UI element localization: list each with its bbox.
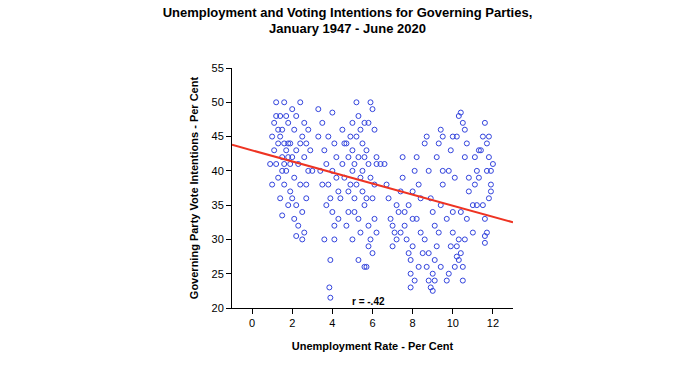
svg-text:6: 6 (369, 317, 375, 329)
svg-text:4: 4 (329, 317, 335, 329)
svg-text:20: 20 (212, 302, 224, 314)
svg-text:Unemployment and Voting Intent: Unemployment and Voting Intentions for G… (163, 5, 533, 37)
svg-text:0: 0 (249, 317, 255, 329)
svg-text:12: 12 (487, 317, 499, 329)
svg-text:10: 10 (447, 317, 459, 329)
svg-text:25: 25 (212, 268, 224, 280)
svg-text:30: 30 (212, 233, 224, 245)
svg-text:Governing Party Vote Intention: Governing Party Vote Intentions - Per Ce… (188, 77, 200, 300)
svg-text:50: 50 (212, 96, 224, 108)
svg-text:40: 40 (212, 165, 224, 177)
svg-text:2: 2 (289, 317, 295, 329)
svg-text:35: 35 (212, 199, 224, 211)
svg-text:55: 55 (212, 62, 224, 74)
svg-text:Unemployment Rate - Per Cent: Unemployment Rate - Per Cent (292, 340, 454, 352)
svg-text:8: 8 (410, 317, 416, 329)
svg-text:r = -.42: r = -.42 (352, 296, 385, 307)
svg-text:45: 45 (212, 130, 224, 142)
